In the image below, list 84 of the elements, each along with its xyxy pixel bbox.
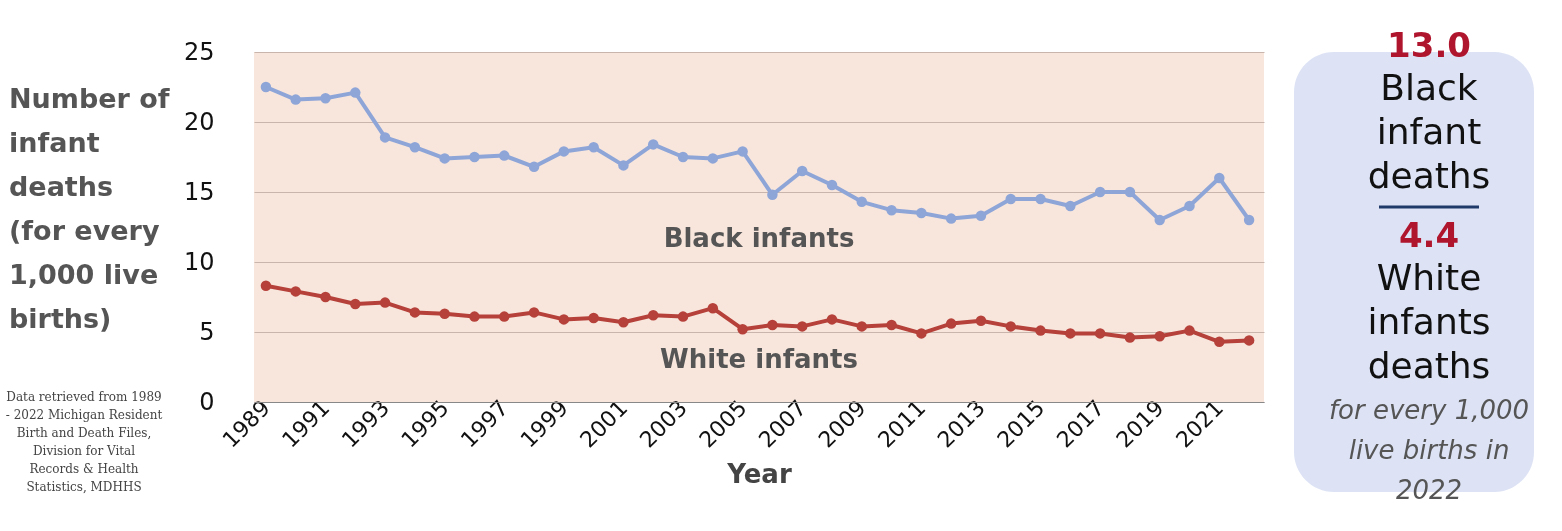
point: [528, 307, 540, 318]
point: [260, 280, 272, 292]
point: [1184, 200, 1195, 212]
point: [350, 298, 361, 310]
point: [290, 94, 301, 105]
point: [528, 161, 540, 173]
point: [1184, 325, 1195, 336]
y-tick-label: 10: [183, 247, 215, 276]
point: [499, 150, 510, 161]
point: [588, 312, 599, 324]
point: [1243, 335, 1255, 346]
point: [767, 319, 778, 331]
point: [409, 141, 421, 153]
point: [767, 189, 778, 201]
point: [1124, 186, 1136, 198]
point: [290, 286, 301, 297]
text: 13.0: [1387, 25, 1471, 65]
point: [469, 151, 480, 163]
point: [1005, 193, 1016, 205]
y-tick-label: 15: [183, 177, 215, 206]
point: [1035, 193, 1046, 205]
point: [1035, 325, 1046, 336]
x-axis-title: Year: [726, 458, 792, 489]
point: [856, 196, 868, 208]
point: [350, 87, 361, 98]
point: [469, 311, 480, 322]
point: [320, 291, 331, 303]
point: [945, 213, 957, 224]
text: Black infant deaths: [1367, 67, 1491, 196]
point: [409, 307, 421, 318]
point: [1065, 328, 1076, 339]
point: [558, 146, 570, 157]
point: [1214, 172, 1225, 184]
point: [618, 316, 629, 328]
point: [439, 153, 450, 164]
point: [1124, 332, 1136, 343]
point: [618, 160, 629, 171]
y-axis-title: Number of infant deaths (for every 1,000 live births): [9, 83, 170, 334]
point: [737, 323, 748, 335]
text: White infants deaths: [1367, 257, 1491, 386]
point: [945, 318, 957, 329]
point: [1065, 200, 1076, 212]
text: 4.4: [1398, 215, 1460, 255]
series-label: Black infants: [663, 222, 855, 253]
point: [856, 321, 868, 332]
point: [677, 311, 689, 322]
point: [379, 297, 391, 308]
point: [320, 92, 331, 104]
text: Data retrieved from 1989 - 2022 Michigan Resident Birth and Death Files, Division for Vital Records & Health Statistics, MDHHS: [5, 390, 163, 494]
y-tick-label: 25: [183, 37, 215, 66]
point: [1154, 214, 1165, 226]
point: [975, 210, 987, 222]
point: [647, 139, 659, 150]
point: [260, 81, 272, 93]
point: [707, 153, 719, 164]
point: [796, 165, 808, 177]
point: [379, 132, 391, 143]
point: [1094, 186, 1106, 198]
point: [826, 179, 838, 191]
point: [439, 308, 450, 320]
point: [826, 314, 838, 325]
point: [588, 141, 599, 153]
point: [499, 311, 510, 322]
point: [916, 328, 927, 339]
point: [796, 321, 808, 332]
point: [1005, 321, 1016, 332]
point: [677, 151, 689, 163]
y-tick-label: 0: [199, 387, 215, 416]
y-tick-label: 5: [199, 317, 215, 346]
point: [1154, 330, 1165, 342]
point: [975, 315, 987, 327]
point: [647, 309, 659, 321]
point: [916, 207, 927, 219]
point: [886, 204, 897, 216]
point: [1243, 214, 1255, 226]
point: [558, 314, 570, 325]
point: [1214, 336, 1225, 348]
point: [707, 302, 719, 314]
point: [886, 319, 897, 331]
y-tick-label: 20: [183, 107, 215, 136]
point: [1094, 328, 1106, 339]
text: for every 1,000 live births in 2022: [1328, 395, 1530, 505]
series-label: White infants: [660, 344, 858, 375]
point: [737, 146, 748, 157]
